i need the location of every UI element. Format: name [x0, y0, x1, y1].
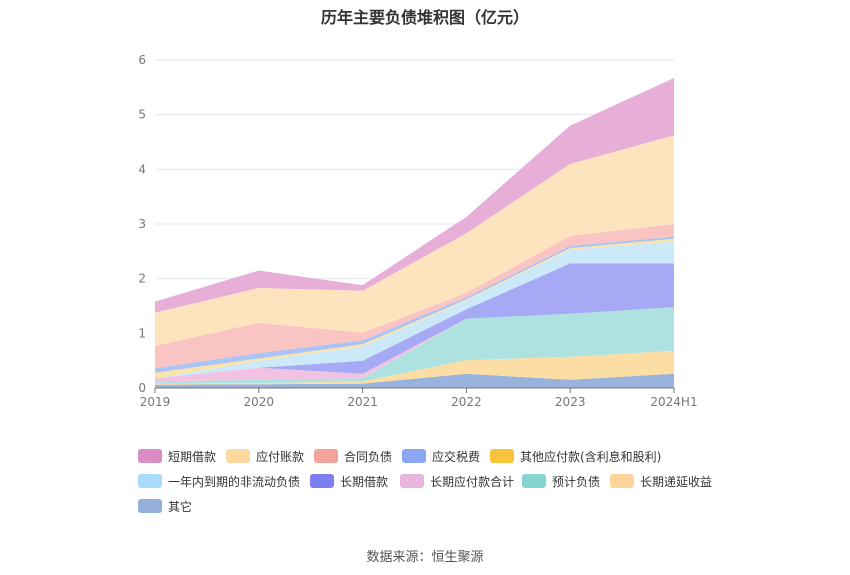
legend-swatch: [138, 499, 162, 513]
legend-swatch: [314, 449, 338, 463]
legend-swatch: [310, 474, 334, 488]
legend-item[interactable]: 预计负债: [522, 473, 600, 489]
legend-label: 长期应付款合计: [430, 474, 515, 489]
legend-swatch: [490, 449, 514, 463]
legend-item[interactable]: 其它: [138, 498, 192, 514]
legend-item[interactable]: 其他应付款(含利息和股利): [490, 448, 661, 464]
legend-label: 预计负债: [552, 474, 601, 489]
legend-label: 一年内到期的非流动负债: [168, 474, 301, 489]
axes: 0 1 2 3 4 5 6 2019 2020 2021 2022 2023 2024H1: [138, 53, 697, 409]
area-series-1: [155, 350, 674, 385]
x-tick-label: 2020: [244, 395, 275, 409]
legend-swatch: [138, 449, 162, 463]
legend-label: 合同负债: [344, 449, 393, 464]
legend-item[interactable]: 长期应付款合计: [400, 473, 514, 489]
y-tick-label: 4: [138, 162, 146, 176]
data-source: 数据来源：恒生聚源: [366, 550, 484, 565]
y-tick-label: 5: [138, 108, 146, 122]
x-tick-label: 2023: [555, 395, 586, 409]
x-tick-label: 2022: [451, 395, 482, 409]
area-series-3: [155, 307, 674, 382]
area-series-9: [155, 135, 674, 346]
legend-swatch: [402, 449, 426, 463]
area-series-8: [155, 224, 674, 369]
legend-item[interactable]: 短期借款: [138, 448, 216, 464]
x-tick-label: 2024H1: [650, 395, 697, 409]
x-tick-label: 2021: [347, 395, 378, 409]
chart-title: 历年主要负债堆积图（亿元）: [320, 8, 529, 27]
x-tick-label: 2019: [140, 395, 171, 409]
area-series-4: [155, 263, 674, 379]
legend-item[interactable]: 应交税费: [402, 448, 480, 464]
legend-label: 长期借款: [340, 474, 389, 489]
area-series-5: [155, 241, 674, 379]
legend-label: 应交税费: [432, 449, 481, 464]
area-series-0: [155, 373, 674, 388]
legend-item[interactable]: 应付账款: [226, 448, 304, 464]
legend-swatch: [400, 474, 424, 488]
legend-item[interactable]: 长期借款: [310, 473, 388, 489]
y-tick-label: 2: [138, 272, 146, 286]
legend-item[interactable]: 长期递延收益: [610, 473, 712, 489]
y-tick-label: 6: [138, 53, 146, 67]
legend-label: 应付账款: [256, 449, 305, 464]
legend-label: 短期借款: [168, 449, 217, 464]
y-tick-label: 1: [138, 326, 146, 340]
legend-label: 其它: [168, 499, 193, 514]
legend-swatch: [522, 474, 546, 488]
legend-swatch: [226, 449, 250, 463]
area-series: [155, 78, 674, 388]
y-tick-label: 0: [138, 381, 146, 395]
legend-label: 长期递延收益: [640, 474, 713, 489]
legend-item[interactable]: 一年内到期的非流动负债: [138, 473, 300, 489]
legend-swatch: [610, 474, 634, 488]
legend-swatch: [138, 474, 162, 488]
area-series-2: [155, 307, 674, 384]
area-series-10: [155, 78, 674, 313]
legend-label: 其他应付款(含利息和股利): [520, 449, 662, 464]
legend-item[interactable]: 合同负债: [314, 448, 392, 464]
stacked-area-chart: 0 1 2 3 4 5 6 2019 2020 2021 2022 2023 2024H1: [138, 53, 697, 409]
y-tick-label: 3: [138, 217, 146, 231]
